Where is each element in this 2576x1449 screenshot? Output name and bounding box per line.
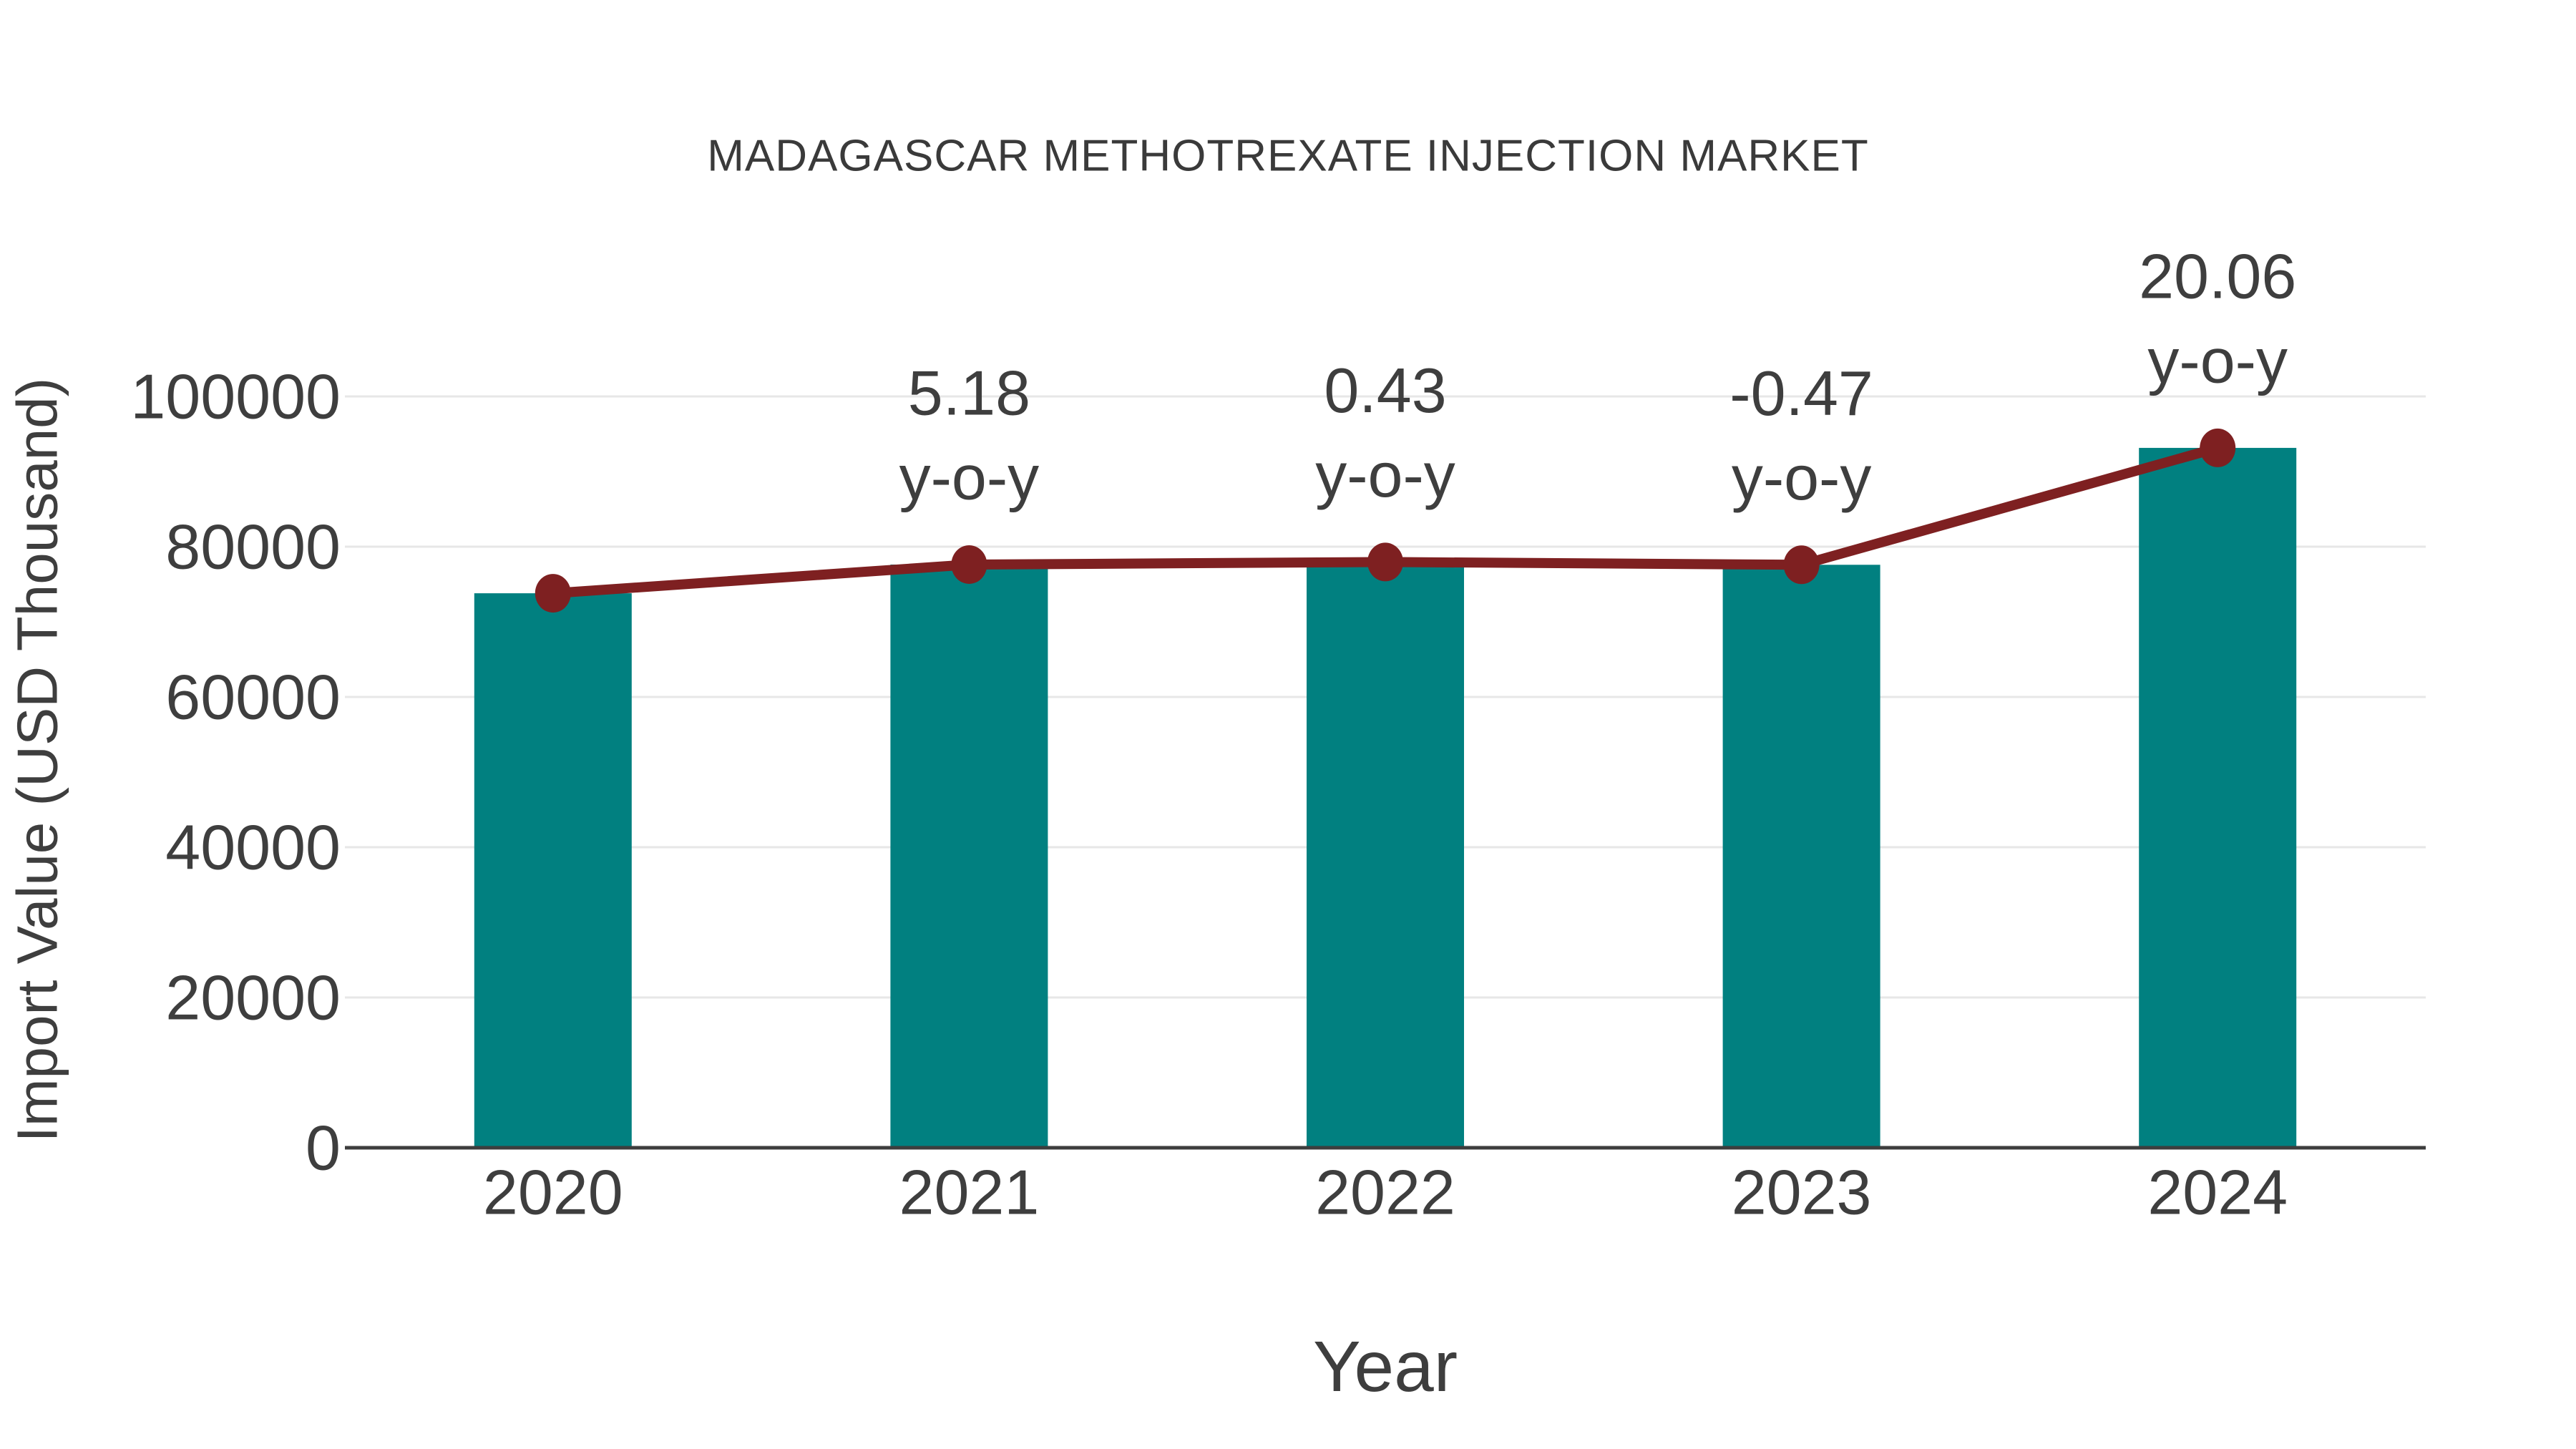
- x-tick-label-2023: 2023: [1732, 1157, 1872, 1228]
- yoy-suffix-2022: y-o-y: [1315, 439, 1455, 510]
- marker-2024: [2200, 428, 2236, 467]
- marker-2022: [1367, 542, 1403, 582]
- y-tick-label-20000: 20000: [165, 962, 341, 1033]
- x-tick-label-2022: 2022: [1315, 1157, 1455, 1228]
- yoy-annotations: 5.18 y-o-y 0.43 y-o-y -0.47 y-o-y 20.06 y-o-y: [899, 240, 2297, 512]
- bar-2020: [474, 593, 632, 1148]
- line-series: [535, 428, 2236, 613]
- chart-title: MADAGASCAR METHOTREXATE INJECTION MARKET: [707, 132, 1868, 181]
- marker-2020: [535, 574, 571, 613]
- bar-2021: [890, 564, 1048, 1148]
- x-tick-label-2020: 2020: [483, 1157, 623, 1228]
- marker-2021: [951, 545, 987, 584]
- y-axis-tick-labels: 0 20000 40000 60000 80000 100000: [130, 361, 341, 1184]
- yoy-value-2023: -0.47: [1729, 358, 1873, 429]
- marker-2023: [1783, 545, 1820, 585]
- y-tick-label-100000: 100000: [130, 361, 341, 432]
- x-axis-tick-labels: 2020 2021 2022 2023 2024: [483, 1157, 2288, 1228]
- bar-series: [474, 447, 2297, 1148]
- y-axis-title: Import Value (USD Thousand): [6, 378, 69, 1143]
- bar-2022: [1307, 562, 1464, 1148]
- y-tick-label-0: 0: [306, 1113, 341, 1184]
- y-tick-label-80000: 80000: [165, 512, 341, 582]
- bar-2023: [1722, 565, 1880, 1148]
- yoy-value-2022: 0.43: [1324, 355, 1446, 426]
- y-tick-label-60000: 60000: [165, 662, 341, 733]
- x-axis-title: Year: [1313, 1327, 1458, 1407]
- bar-2024: [2139, 447, 2297, 1148]
- yoy-suffix-2024: y-o-y: [2147, 325, 2288, 396]
- yoy-suffix-2021: y-o-y: [899, 441, 1040, 512]
- yoy-suffix-2023: y-o-y: [1732, 442, 1872, 513]
- x-tick-label-2024: 2024: [2147, 1157, 2288, 1228]
- x-tick-label-2021: 2021: [899, 1157, 1040, 1228]
- y-tick-label-40000: 40000: [165, 812, 341, 883]
- yoy-value-2024: 20.06: [2139, 240, 2296, 311]
- yoy-value-2021: 5.18: [908, 357, 1030, 428]
